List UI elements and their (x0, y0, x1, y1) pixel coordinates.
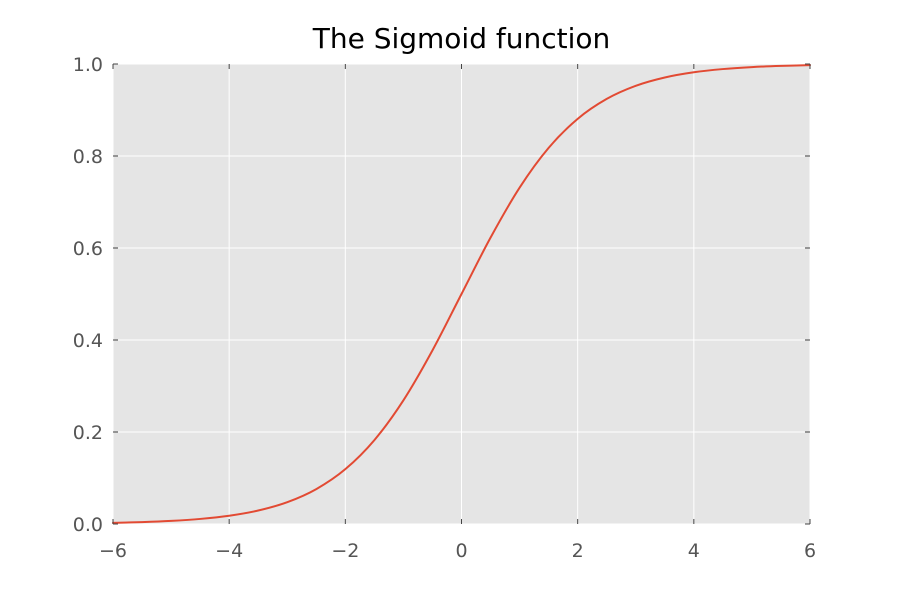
x-tick-label: −2 (331, 540, 359, 562)
y-tick-label: 0.6 (73, 238, 103, 260)
y-tick-label: 0.2 (73, 422, 103, 444)
series-layer (112, 64, 811, 524)
x-tick-label: 6 (804, 540, 816, 562)
x-tick-label: 4 (688, 540, 700, 562)
y-tick-label: 0.0 (73, 514, 103, 536)
y-tick-labels: 0.0 0.2 0.4 0.6 0.8 1.0 (73, 54, 103, 536)
tick-marks (112, 63, 811, 525)
x-tick-label: 2 (572, 540, 584, 562)
y-tick-label: 1.0 (73, 54, 103, 76)
y-tick-label: 0.4 (73, 330, 103, 352)
x-tick-label: −4 (215, 540, 243, 562)
x-tick-label: −6 (99, 540, 127, 562)
x-tick-labels: −6 −4 −2 0 2 4 6 (99, 540, 816, 562)
y-tick-label: 0.8 (73, 146, 103, 168)
x-tick-label: 0 (455, 540, 467, 562)
chart-title: The Sigmoid function (312, 22, 611, 55)
sigmoid-line (112, 64, 811, 524)
